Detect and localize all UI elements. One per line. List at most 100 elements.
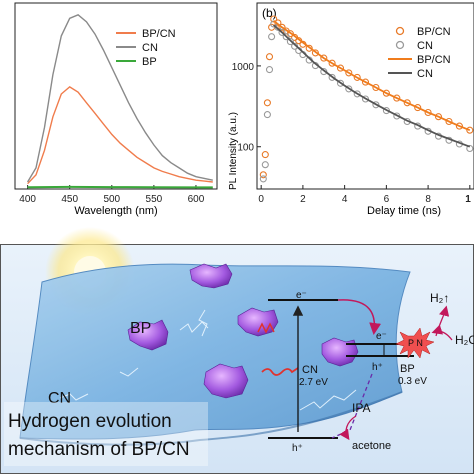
legend-label: BP/CN [142, 28, 176, 40]
data-point-cn [263, 111, 271, 119]
cn-band-gap: 2.7 eV [299, 377, 328, 388]
acetone-label: acetone [352, 440, 391, 452]
series-line-bp-cn [27, 86, 213, 185]
hole-transfer-dashed-path [331, 373, 373, 439]
x-tick-label: 1 [465, 194, 471, 205]
panel-a-legend: BP/CN CN BP [116, 28, 176, 68]
data-point-cn [265, 66, 274, 74]
legend-marker [395, 40, 405, 50]
data-point-bp-cn [261, 151, 269, 159]
ipa-arrow [339, 415, 357, 441]
x-tick-label: 2 [300, 194, 306, 205]
bp-band-gap: 0.3 eV [398, 376, 427, 387]
light-wave [261, 367, 299, 376]
caption-line-1: Hydrogen evolution [8, 411, 172, 432]
cn-nanosheet [19, 263, 411, 440]
panel-b-pl-decay: (b) 0 2 4 6 8 1 100 1000 Delay time (ns) PL Int… [228, 2, 474, 217]
y-tick-label: 100 [237, 143, 254, 154]
data-point-bp-cn [259, 171, 267, 179]
x-tick-label: 0 [258, 194, 264, 205]
data-point-cn [268, 33, 276, 41]
bp-flake [189, 263, 233, 289]
bp-flake [203, 363, 249, 399]
data-point-bp-cn [382, 89, 390, 97]
data-point-bp-cn [311, 49, 319, 57]
ipa-label: IPA [352, 401, 370, 415]
x-tick-label: 400 [19, 194, 36, 205]
data-point-bp-cn [403, 99, 411, 107]
h2o-arrow [431, 324, 453, 341]
data-point-bp-cn [336, 64, 345, 72]
data-point-bp-cn [361, 78, 370, 86]
legend-marker [395, 26, 405, 36]
caption-box [4, 402, 208, 466]
hole-bottom-label: h⁺ [292, 443, 303, 454]
data-point-cn [353, 90, 361, 98]
panel-b-legend: BP/CN CN BP/CN CN [388, 26, 451, 80]
series-line-cn [26, 13, 213, 183]
data-point-bp-cn [320, 54, 328, 62]
legend-label: CN [417, 68, 433, 80]
caption-line-2: mechanism of BP/CN [8, 439, 190, 460]
data-point-cn [286, 38, 294, 46]
data-point-bp-cn [434, 113, 443, 121]
bp-label: BP [130, 320, 151, 337]
data-point-cn [336, 79, 345, 87]
data-point-bp-cn [305, 44, 313, 52]
cn-band-label: CN [302, 364, 318, 376]
panel-a-emission-spectra: 400 450 500 550 600 Wavelength (nm) BP/CNCNB… [14, 2, 218, 217]
fit-line-bp-cn [273, 20, 471, 132]
x-tick-label: 6 [384, 194, 390, 205]
data-point-bp-cn [414, 104, 422, 112]
legend-label: CN [142, 42, 158, 54]
x-tick-label: 4 [342, 194, 348, 205]
x-tick-label: 550 [146, 194, 163, 205]
x-tick-label: 600 [188, 194, 205, 205]
x-tick-label: 450 [61, 194, 78, 205]
data-point-cn [278, 28, 286, 36]
data-point-cn [361, 95, 370, 103]
electron-right-label: e⁻ [376, 331, 387, 342]
panel-b-x-label: Delay time (ns) [367, 205, 441, 217]
data-point-bp-cn [263, 99, 271, 107]
panel-a-frame [14, 2, 218, 190]
data-point-bp-cn [278, 23, 286, 31]
pn-label: P N [408, 338, 423, 348]
panel-a-series [26, 13, 213, 189]
y-tick-label: 1000 [232, 62, 255, 73]
data-point-cn [328, 73, 336, 81]
cn-sheet-edge [19, 391, 403, 446]
electron-top-label: e⁻ [296, 290, 307, 301]
x-tick-label: 500 [103, 194, 120, 205]
legend-label: BP/CN [417, 26, 451, 38]
panel-a-x-label: Wavelength (nm) [74, 205, 157, 217]
data-point-bp-cn [265, 53, 274, 61]
data-point-bp-cn [466, 126, 474, 134]
data-point-bp-cn [424, 108, 432, 117]
electron-transfer-arrow [337, 299, 382, 335]
fit-line-cn [273, 24, 471, 148]
light-wave [257, 322, 275, 334]
panel-b-label: (b) [262, 6, 277, 20]
pn-junction-burst [395, 327, 435, 359]
data-point-cn [466, 144, 474, 153]
series-line-bp [27, 185, 213, 189]
legend-label: BP [142, 56, 157, 68]
data-point-bp-cn [455, 122, 463, 130]
data-point-cn [261, 161, 269, 169]
electric-streaks [59, 309, 357, 411]
panel-b-y-label: PL Intensity (a.u.) [228, 112, 239, 190]
h2o-label: H₂O [455, 333, 474, 347]
h2-label: H₂↑ [430, 291, 449, 305]
x-tick-label: 8 [425, 194, 431, 205]
hole-right-label: h⁺ [372, 362, 383, 373]
data-point-cn [372, 101, 380, 109]
data-point-cn [282, 33, 290, 41]
cn-label: CN [48, 390, 71, 407]
panel-b-frame [256, 2, 474, 190]
legend-label: BP/CN [417, 54, 451, 66]
data-point-bp-cn [345, 69, 353, 77]
panel-b-ticks: 0 2 4 6 8 1 100 1000 [232, 62, 471, 205]
bp-flake [127, 319, 169, 351]
